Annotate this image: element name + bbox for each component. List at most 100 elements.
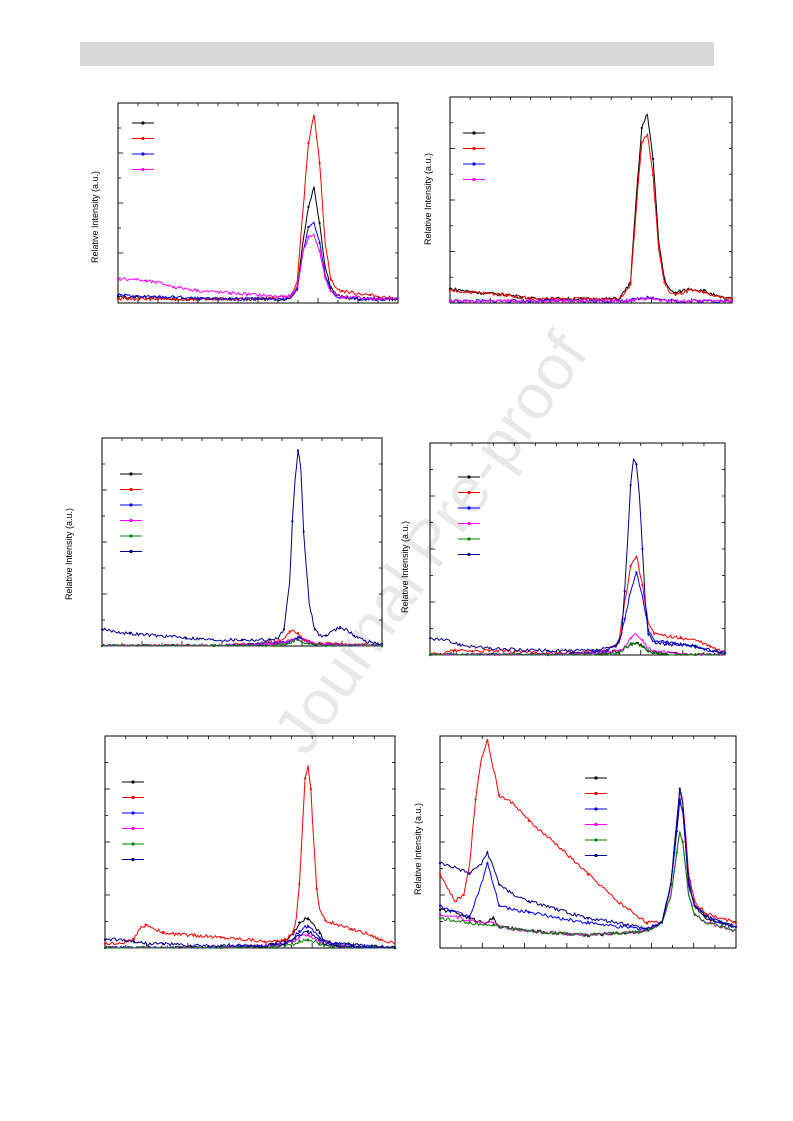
series-point bbox=[438, 908, 442, 911]
series-point bbox=[527, 819, 530, 822]
series-point bbox=[674, 293, 677, 296]
legend-marker bbox=[467, 490, 471, 495]
series-point bbox=[100, 628, 104, 631]
series-point bbox=[702, 291, 705, 294]
series-point bbox=[329, 277, 332, 281]
legend-marker bbox=[131, 795, 135, 800]
chart-panel-c: Relative Intensity (a.u.) bbox=[60, 430, 400, 660]
series-point bbox=[228, 297, 232, 301]
series-point bbox=[734, 921, 738, 924]
series-point bbox=[103, 938, 107, 941]
legend-marker bbox=[131, 811, 135, 815]
series-line bbox=[117, 186, 399, 302]
series-point bbox=[116, 295, 120, 299]
series-point bbox=[448, 289, 452, 292]
series-line bbox=[439, 739, 737, 926]
series-point bbox=[438, 904, 442, 907]
series-point bbox=[617, 651, 620, 654]
series-point bbox=[635, 571, 638, 574]
series-point bbox=[340, 295, 344, 299]
series-point bbox=[492, 921, 495, 924]
series-point bbox=[368, 293, 372, 297]
series-point bbox=[498, 904, 501, 907]
series-point bbox=[487, 649, 491, 652]
series-point bbox=[468, 919, 471, 922]
series-point bbox=[298, 934, 301, 937]
legend-marker bbox=[141, 152, 145, 156]
series-point bbox=[651, 157, 655, 160]
chart-d-plot bbox=[428, 442, 727, 657]
series-point bbox=[144, 923, 147, 926]
series-point bbox=[307, 205, 310, 209]
series-point bbox=[100, 644, 104, 648]
series-point bbox=[474, 798, 477, 801]
series-point bbox=[438, 872, 442, 875]
series-point bbox=[335, 944, 339, 947]
series-line bbox=[101, 638, 383, 647]
series-point bbox=[340, 289, 344, 293]
series-point bbox=[664, 643, 668, 646]
legend-marker bbox=[467, 475, 471, 479]
series-line bbox=[101, 450, 382, 646]
series-line bbox=[104, 916, 396, 949]
series-point bbox=[283, 942, 286, 945]
series-point bbox=[304, 777, 307, 780]
series-point bbox=[640, 126, 643, 129]
series-point bbox=[694, 653, 697, 657]
series-point bbox=[268, 638, 272, 641]
series-point bbox=[452, 649, 455, 652]
series-point bbox=[306, 929, 310, 933]
series-point bbox=[318, 161, 321, 165]
series-point bbox=[641, 639, 644, 642]
legend-marker bbox=[141, 136, 145, 141]
series-point bbox=[629, 643, 632, 646]
series-point bbox=[640, 141, 643, 144]
series-point bbox=[647, 632, 650, 635]
series-point bbox=[288, 630, 291, 633]
series-point bbox=[492, 923, 495, 926]
series-line bbox=[449, 296, 733, 304]
legend-marker bbox=[129, 503, 133, 507]
series-line bbox=[439, 800, 737, 931]
series-point bbox=[296, 638, 300, 641]
series-point bbox=[144, 279, 148, 283]
series-point bbox=[512, 927, 516, 931]
series-point bbox=[586, 872, 590, 875]
series-line bbox=[429, 554, 726, 656]
legend-marker bbox=[131, 780, 135, 784]
series-point bbox=[132, 938, 136, 941]
series-point bbox=[486, 739, 489, 742]
series-point bbox=[285, 642, 288, 646]
chart-f-plot bbox=[438, 735, 738, 949]
chart-b-plot bbox=[448, 96, 734, 304]
series-point bbox=[240, 638, 244, 641]
series-point bbox=[313, 628, 316, 631]
series-point bbox=[116, 293, 120, 297]
chart-panel-f: Relative Intensity (a.u.) bbox=[405, 730, 745, 955]
series-point bbox=[498, 794, 501, 797]
series-point bbox=[318, 942, 321, 945]
series-point bbox=[318, 936, 321, 939]
legend-marker bbox=[131, 857, 135, 862]
series-point bbox=[468, 872, 471, 875]
series-point bbox=[212, 644, 216, 648]
series-point bbox=[527, 900, 530, 903]
series-point bbox=[298, 940, 301, 943]
series-point bbox=[623, 617, 626, 621]
legend-marker bbox=[472, 177, 476, 182]
series-point bbox=[632, 299, 635, 302]
chart-a-plot bbox=[116, 102, 399, 304]
plot-frame bbox=[117, 102, 399, 304]
series-point bbox=[306, 938, 310, 941]
series-point bbox=[705, 912, 708, 916]
legend-marker bbox=[467, 537, 471, 541]
series-point bbox=[438, 917, 442, 920]
series-point bbox=[306, 917, 310, 920]
legend-marker bbox=[141, 121, 145, 125]
series-point bbox=[641, 547, 644, 551]
series-point bbox=[318, 249, 321, 253]
series-point bbox=[219, 946, 223, 950]
series-point bbox=[350, 927, 353, 931]
plot-frame bbox=[449, 96, 733, 304]
series-point bbox=[705, 915, 708, 918]
